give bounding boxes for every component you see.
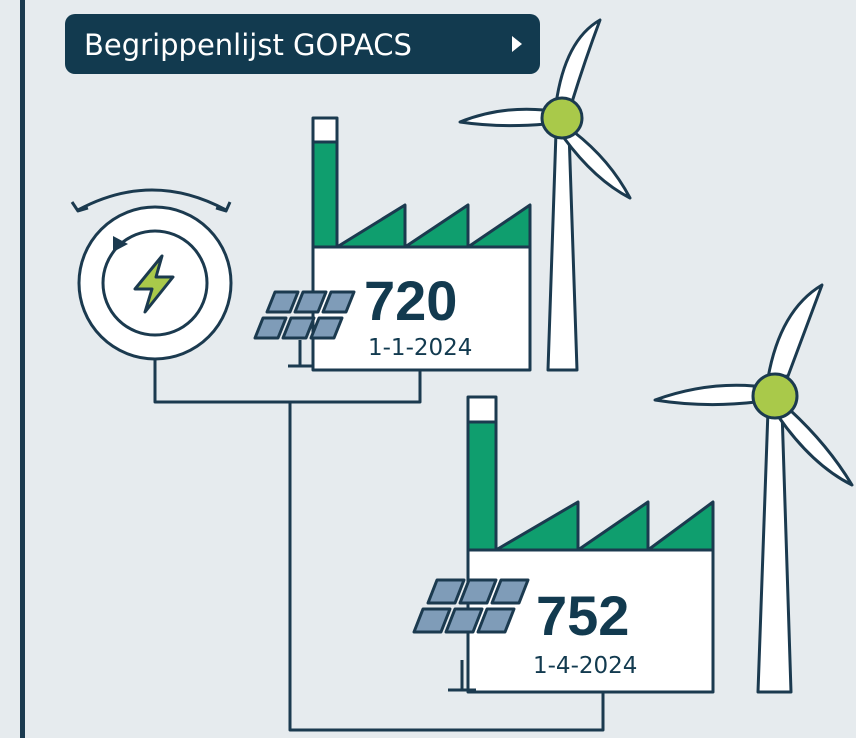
wind-turbine: [458, 18, 632, 372]
blade: [458, 107, 548, 128]
button-background[interactable]: [65, 14, 540, 74]
button-label[interactable]: Begrippenlijst GOPACS: [84, 28, 412, 62]
panel-stand: [448, 660, 476, 692]
roof: [335, 203, 532, 249]
panel-cells: [253, 290, 356, 340]
hub: [751, 372, 799, 420]
solar-panel: [412, 578, 530, 692]
lightning-bolt: [133, 254, 175, 314]
factory-date: 1-1-2024: [368, 335, 472, 361]
factory-number: 720: [364, 269, 457, 332]
blade: [776, 408, 854, 487]
rotate-arrow-heads: [70, 201, 232, 213]
chimney-cap: [466, 395, 498, 424]
solar-panel: [253, 290, 356, 368]
blade: [766, 283, 824, 380]
blade: [562, 130, 632, 200]
roof: [494, 500, 715, 552]
panel-stand: [288, 340, 312, 368]
blade: [653, 383, 758, 407]
factory: 752 1-4-2024: [466, 395, 715, 694]
rotate-arrow: [77, 188, 227, 212]
dial-pointer: [113, 236, 128, 252]
factory: 720 1-1-2024: [311, 116, 532, 372]
panel-cells: [412, 578, 530, 634]
glossary-button[interactable]: Begrippenlijst GOPACS: [65, 14, 540, 74]
connection-lines: [153, 358, 605, 732]
side-bar: [20, 0, 25, 738]
building: [311, 245, 532, 372]
hub: [540, 96, 584, 140]
factory-date: 1-4-2024: [533, 653, 637, 679]
chimney-cap: [311, 116, 339, 144]
blade: [554, 18, 602, 106]
factory-number: 752: [536, 584, 629, 647]
chimney: [311, 140, 339, 249]
dial: [70, 188, 233, 361]
chimney: [466, 420, 498, 552]
button-arrow[interactable]: [512, 36, 522, 52]
wind-turbine: [653, 283, 854, 694]
